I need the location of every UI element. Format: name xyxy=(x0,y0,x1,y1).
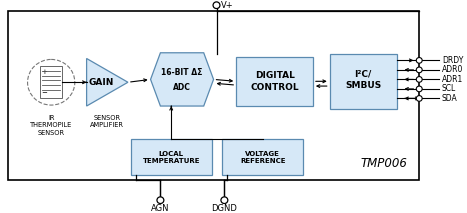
Text: LOCAL
TEMPERATURE: LOCAL TEMPERATURE xyxy=(142,151,200,164)
Text: +: + xyxy=(42,69,47,75)
Circle shape xyxy=(28,59,75,105)
Bar xyxy=(222,139,303,176)
Text: VOLTAGE
REFERENCE: VOLTAGE REFERENCE xyxy=(240,151,285,164)
Circle shape xyxy=(416,76,422,82)
Polygon shape xyxy=(86,59,128,106)
Circle shape xyxy=(416,58,422,63)
Circle shape xyxy=(416,67,422,73)
Text: DRDY: DRDY xyxy=(442,56,463,65)
Text: −: − xyxy=(42,90,47,96)
Bar xyxy=(236,57,313,106)
Text: SCL: SCL xyxy=(442,84,456,94)
Circle shape xyxy=(416,96,422,101)
Text: ADR0: ADR0 xyxy=(442,65,463,74)
Text: V+: V+ xyxy=(220,1,233,10)
Text: ADR1: ADR1 xyxy=(442,75,463,84)
Circle shape xyxy=(213,2,220,9)
Text: AGN: AGN xyxy=(151,204,170,213)
Bar xyxy=(40,66,62,98)
Bar xyxy=(131,139,212,176)
Text: I²C/
SMBUS: I²C/ SMBUS xyxy=(345,69,381,90)
Circle shape xyxy=(157,197,164,204)
Text: DGND: DGND xyxy=(212,204,237,213)
Text: TMP006: TMP006 xyxy=(361,157,407,170)
Circle shape xyxy=(416,86,422,92)
Circle shape xyxy=(221,197,228,204)
Text: IR
THERMOPILE
SENSOR: IR THERMOPILE SENSOR xyxy=(30,115,72,136)
Polygon shape xyxy=(150,53,213,106)
Text: SDA: SDA xyxy=(442,94,458,103)
Text: ADC: ADC xyxy=(173,82,191,92)
Bar xyxy=(8,11,419,180)
Text: 16-BIT ΔΣ: 16-BIT ΔΣ xyxy=(162,68,203,77)
Bar xyxy=(330,54,396,109)
Text: GAIN: GAIN xyxy=(89,78,114,87)
Text: SENSOR
AMPLIFIER: SENSOR AMPLIFIER xyxy=(90,115,124,128)
Text: DIGITAL
CONTROL: DIGITAL CONTROL xyxy=(250,71,299,92)
